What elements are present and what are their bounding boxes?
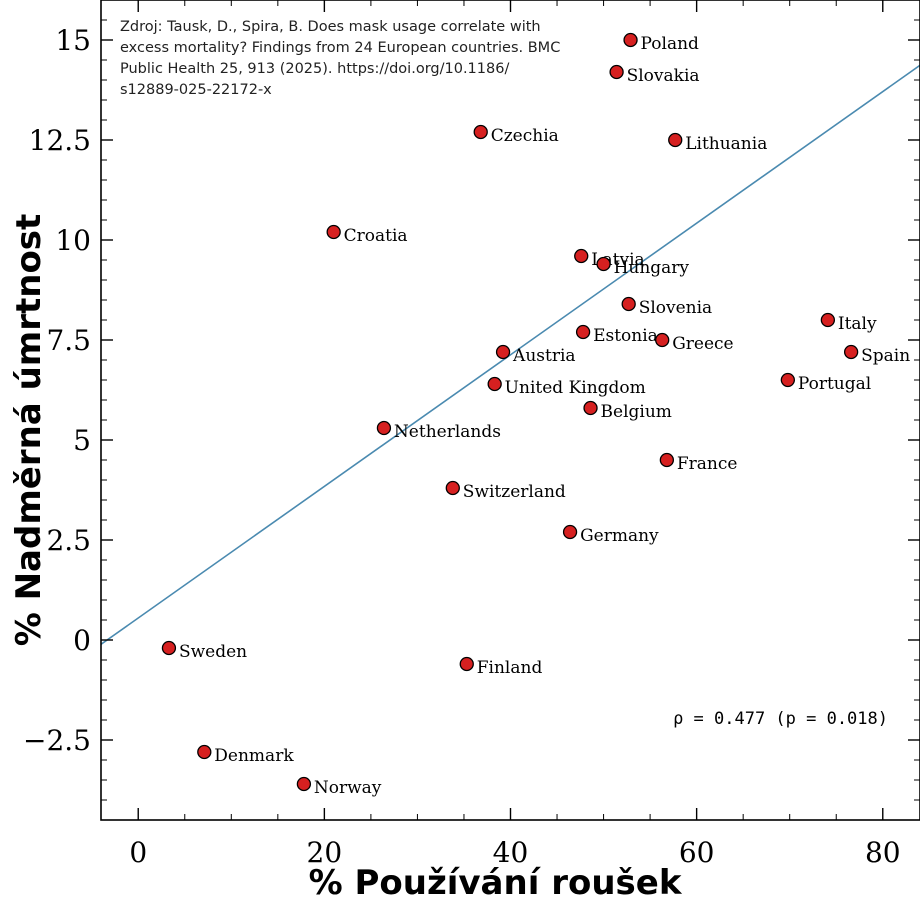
data-point-label: Slovenia [639, 298, 713, 318]
data-point-label: Czechia [491, 126, 559, 146]
y-tick-label: 2.5 [46, 524, 91, 557]
data-point [583, 400, 598, 416]
data-point [495, 344, 511, 360]
data-point-label: Netherlands [394, 422, 501, 442]
x-tick-label: 0 [129, 836, 147, 869]
x-tick-label: 20 [307, 836, 343, 869]
data-point [659, 452, 675, 468]
data-point-label: Estonia [593, 326, 658, 346]
data-point-label: Sweden [179, 642, 247, 662]
x-axis-title: % Používání roušek [309, 863, 683, 903]
data-point-label: Norway [314, 778, 382, 798]
data-point [596, 256, 611, 272]
y-tick-label: 0 [73, 624, 91, 657]
source-line-3: Public Health 25, 913 (2025). https://do… [120, 61, 509, 77]
data-point [562, 524, 578, 540]
y-tick-label: 7.5 [46, 324, 91, 357]
x-tick-label: 60 [679, 836, 715, 869]
data-point-label: Hungary [614, 258, 690, 278]
data-point [487, 376, 502, 392]
data-point [473, 124, 488, 140]
data-point-label: United Kingdom [505, 378, 646, 398]
correlation-annotation: ρ = 0.477 (p = 0.018) [673, 709, 888, 729]
data-point [780, 372, 795, 388]
data-point [621, 296, 636, 312]
data-point [459, 656, 474, 672]
source-line-2: excess mortality? Findings from 24 Europ… [120, 40, 560, 56]
y-axis-title: % Nadměrná úmrtnost [9, 214, 49, 647]
data-point-label: Portugal [798, 374, 871, 394]
data-point-label: Poland [641, 34, 700, 54]
data-point [376, 420, 392, 436]
data-point-label: Lithuania [685, 134, 767, 154]
data-point-label: Finland [477, 658, 543, 678]
data-point-label: Denmark [214, 746, 294, 766]
data-point [843, 344, 859, 360]
trend-line [100, 64, 920, 645]
y-tick-label: 12.5 [29, 124, 91, 157]
data-point-label: Greece [672, 334, 733, 354]
source-line-1: Zdroj: Tausk, D., Spira, B. Does mask us… [120, 19, 541, 35]
y-tick-label: 15 [55, 24, 91, 57]
data-point [445, 480, 460, 496]
data-point [326, 224, 341, 240]
data-point-label: Spain [861, 346, 910, 366]
data-point-label: Belgium [601, 402, 672, 422]
data-point [668, 132, 683, 148]
data-point-label: Slovakia [627, 66, 700, 86]
data-point [574, 248, 589, 264]
plot-frame [100, 0, 920, 821]
data-point [655, 332, 670, 348]
data-point-label: Germany [580, 526, 659, 546]
data-point [820, 312, 836, 328]
data-point-label: France [677, 454, 738, 474]
data-point [575, 324, 591, 340]
data-point-label: Austria [512, 346, 575, 366]
y-tick-label: −2.5 [23, 724, 91, 757]
x-tick-label: 80 [865, 836, 901, 869]
data-point [609, 64, 624, 80]
data-point [623, 32, 638, 48]
x-tick-label: 40 [493, 836, 529, 869]
data-point [197, 744, 212, 760]
source-line-4: s12889-025-22172-x [120, 82, 272, 98]
data-point-label: Croatia [344, 226, 408, 246]
data-point-label: Italy [838, 314, 877, 334]
data-point [296, 776, 312, 792]
y-tick-label: 5 [73, 424, 91, 457]
data-point-label: Switzerland [463, 482, 566, 502]
data-point [161, 640, 177, 656]
y-tick-label: 10 [55, 224, 91, 257]
